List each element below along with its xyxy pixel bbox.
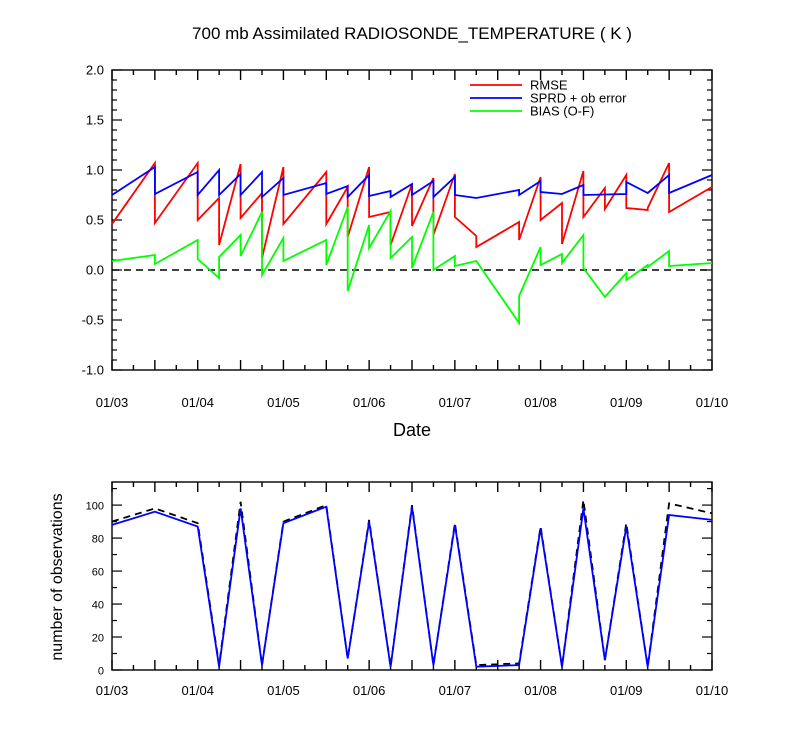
bottom-chart-series-total-observations-line [111, 499, 713, 667]
top-chart-title: 700 mb Assimilated RADIOSONDE_TEMPERATUR… [192, 24, 632, 43]
bottom-chart-y-tick-label: 60 [92, 567, 104, 579]
top-chart-y-tick-label: 2.0 [86, 63, 104, 78]
top-chart-y-tick-label: 1.0 [86, 163, 104, 178]
top-chart-x-tick-label: 01/03 [96, 395, 129, 410]
bottom-chart-y-tick-label: 40 [92, 600, 104, 612]
bottom-chart-x-tick-label: 01/09 [610, 683, 643, 698]
top-chart-y-tick-label: 1.5 [86, 113, 104, 128]
bottom-chart-y-tick-label: 20 [92, 633, 104, 645]
legend-label-rmse: RMSE [530, 78, 568, 93]
top-chart-x-tick-label: 01/07 [439, 395, 472, 410]
top-chart-x-tick-label: 01/04 [181, 395, 214, 410]
bottom-chart-x-tick-label: 01/05 [267, 683, 300, 698]
top-chart-x-tick-label: 01/09 [610, 395, 643, 410]
bottom-chart-y-tick-label: 100 [86, 501, 104, 513]
top-chart-x-tick-label: 01/06 [353, 395, 386, 410]
bottom-chart-x-tick-label: 01/08 [524, 683, 557, 698]
bottom-chart-x-tick-label: 01/10 [696, 683, 729, 698]
bottom-chart-x-tick-label: 01/03 [96, 683, 129, 698]
bottom-chart-y-tick-label: 80 [92, 534, 104, 546]
bottom-chart-series-assimilated-observations-line [111, 505, 713, 668]
top-chart: 01/03 01/04 01/05 01/06 01/07 01/08 01/09 01/10… [82, 63, 729, 411]
top-chart-x-tick-label: 01/05 [267, 395, 300, 410]
top-chart-y-tick-label: -0.5 [82, 313, 104, 328]
bottom-chart-y-tick-label: 0 [98, 666, 104, 678]
legend-label-bias-o-f: BIAS (O-F) [530, 104, 594, 119]
bottom-chart-x-tick-label: 01/06 [353, 683, 386, 698]
top-chart-y-tick-label: -1.0 [82, 363, 104, 378]
top-chart-series-bias-o-f-line [111, 206, 713, 326]
top-chart-series-sprd-ob-error-line [111, 165, 713, 200]
top-chart-x-tick-label: 01/10 [696, 395, 729, 410]
top-chart-y-tick-label: 0.5 [86, 213, 104, 228]
top-chart-x-tick-label: 01/08 [524, 395, 557, 410]
bottom-chart: 01/03 01/04 01/05 01/06 01/07 01/08 01/09 01/10… [86, 481, 729, 698]
top-chart-y-tick-label: 0.0 [86, 263, 104, 278]
bottom-chart-x-tick-label: 01/04 [181, 683, 214, 698]
legend-label-sprd-ob-error: SPRD + ob error [530, 91, 627, 106]
top-chart-x-axis-label: Date [393, 420, 431, 440]
bottom-chart-x-tick-label: 01/07 [439, 683, 472, 698]
bottom-chart-y-axis-label: number of observations [49, 493, 66, 660]
